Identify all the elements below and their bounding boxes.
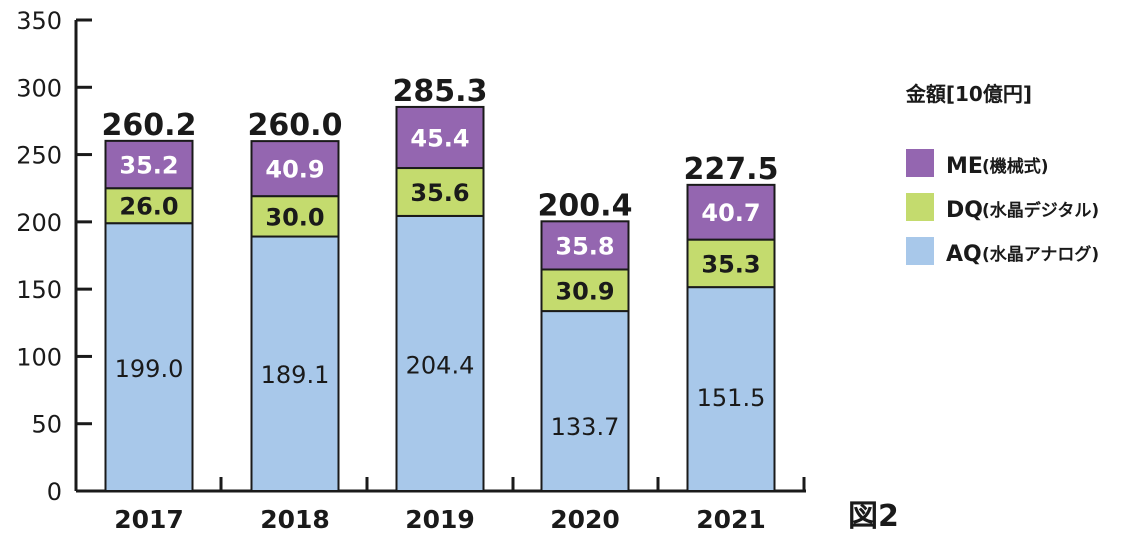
bar-segment-me bbox=[250, 140, 340, 198]
y-tick-label: 300 bbox=[16, 74, 62, 102]
y-tick-label: 100 bbox=[16, 343, 62, 371]
bar-segment-aq bbox=[686, 286, 776, 493]
data-label-dq: 30.0 bbox=[265, 203, 324, 231]
legend-swatch-dq bbox=[906, 193, 934, 221]
legend-sublabel-dq: (水晶デジタル) bbox=[982, 200, 1099, 221]
bar-segment-dq bbox=[686, 238, 776, 289]
bar-segment-aq bbox=[540, 310, 630, 492]
figure-label: 図2 bbox=[848, 499, 899, 534]
legend: 金額[10億円] ME (機械式) DQ (水晶デジタル)AQ (水晶アナログ) bbox=[905, 82, 1099, 267]
data-label-me: 40.7 bbox=[701, 199, 760, 227]
total-label: 227.5 bbox=[684, 152, 779, 187]
legend-label-dq: DQ bbox=[946, 198, 983, 223]
bar-segment-me bbox=[104, 139, 194, 190]
data-label-dq: 35.6 bbox=[410, 179, 469, 207]
bar-segment-dq bbox=[104, 187, 194, 225]
data-label-aq: 151.5 bbox=[697, 384, 766, 412]
data-label-aq: 133.7 bbox=[551, 413, 620, 441]
data-label-me: 35.8 bbox=[555, 232, 614, 260]
y-tick-label: 250 bbox=[16, 142, 62, 170]
data-label-dq: 26.0 bbox=[119, 193, 178, 221]
unit-label: 金額[10億円] bbox=[905, 82, 1032, 106]
data-label-aq: 199.0 bbox=[115, 355, 184, 383]
data-label-me: 45.4 bbox=[410, 124, 469, 152]
data-label-me: 35.2 bbox=[119, 152, 178, 180]
y-tick-label: 200 bbox=[16, 209, 62, 237]
bar-segment-aq bbox=[104, 222, 194, 492]
bar-segment-aq bbox=[395, 214, 485, 492]
data-label-aq: 204.4 bbox=[406, 351, 475, 379]
data-label-me: 40.9 bbox=[265, 156, 324, 184]
bar-segment-me bbox=[686, 183, 776, 241]
total-label: 200.4 bbox=[538, 188, 633, 223]
legend-label-aq: AQ bbox=[946, 242, 982, 267]
bar-segment-dq bbox=[250, 195, 340, 238]
y-tick-label: 0 bbox=[47, 478, 62, 506]
legend-sublabel-me: (機械式) bbox=[982, 156, 1049, 177]
bar-segment-me bbox=[395, 105, 485, 170]
x-category-label: 2021 bbox=[696, 505, 766, 534]
x-category-label: 2019 bbox=[405, 505, 475, 534]
y-tick-label: 150 bbox=[16, 276, 62, 304]
legend-swatch-aq bbox=[906, 237, 934, 265]
legend-swatch-me bbox=[906, 149, 934, 177]
y-tick-label: 350 bbox=[16, 7, 62, 35]
x-category-label: 2018 bbox=[260, 505, 330, 534]
y-tick-label: 50 bbox=[31, 411, 62, 439]
x-category-label: 2017 bbox=[114, 505, 184, 534]
total-label: 285.3 bbox=[393, 74, 488, 109]
bar-segment-me bbox=[540, 220, 630, 271]
total-label: 260.0 bbox=[248, 108, 343, 143]
data-label-dq: 35.3 bbox=[701, 250, 760, 278]
x-axis: 2017 2018 2019 2020 2021 bbox=[76, 477, 806, 534]
x-category-label: 2020 bbox=[550, 505, 620, 534]
bars: 199.0 26.0 35.2 260.2 189.1 30.0 40.9 260.0 204.… bbox=[102, 74, 779, 493]
data-label-dq: 30.9 bbox=[555, 277, 614, 305]
total-label: 260.2 bbox=[102, 108, 197, 143]
y-axis: 0 50 100 150 200 250 300 350 bbox=[16, 7, 92, 506]
bar-segment-dq bbox=[540, 268, 630, 313]
data-label-aq: 189.1 bbox=[261, 361, 330, 389]
legend-sublabel-aq: (水晶アナログ) bbox=[982, 244, 1099, 265]
legend-label-me: ME bbox=[946, 154, 983, 179]
